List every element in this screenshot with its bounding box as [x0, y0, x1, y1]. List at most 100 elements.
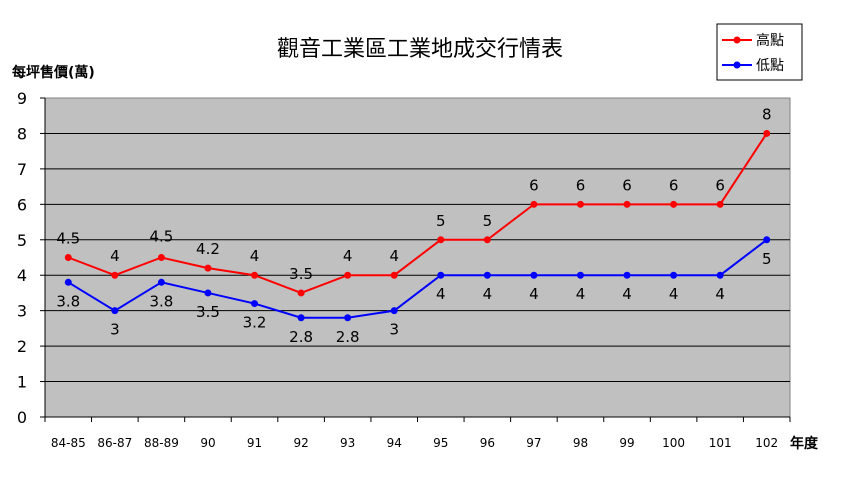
data-label: 3 — [110, 321, 120, 339]
x-tick-label: 102 — [755, 436, 778, 450]
x-tick-label: 93 — [340, 436, 355, 450]
data-label: 8 — [762, 105, 772, 123]
x-axis-label: 年度 — [790, 435, 819, 452]
data-label: 5 — [436, 212, 446, 230]
data-label: 3.5 — [289, 265, 313, 283]
data-point — [204, 264, 212, 272]
data-point — [111, 271, 119, 279]
data-point — [763, 236, 771, 244]
data-label: 4.5 — [56, 230, 80, 248]
data-label: 2.8 — [289, 328, 313, 346]
data-label: 4 — [715, 285, 725, 303]
data-point — [111, 307, 119, 315]
data-point — [437, 271, 445, 279]
x-tick-label: 98 — [573, 436, 588, 450]
x-tick-labels: 84-85 86-87 88-89 90 91 92 93 94 95 96 97 98 99 100 10… — [51, 436, 778, 450]
x-tick-label: 95 — [433, 436, 448, 450]
chart-title: 觀音工業區工業地成交行情表 — [277, 37, 563, 62]
y-tick-label: 2 — [17, 337, 27, 356]
legend: 高點 低點 — [716, 23, 803, 81]
x-tick-label: 101 — [709, 436, 732, 450]
data-label: 4 — [669, 285, 679, 303]
data-point — [251, 271, 259, 279]
data-label: 6 — [715, 176, 725, 194]
x-tick-label: 90 — [200, 436, 215, 450]
x-tick-label: 86-87 — [97, 436, 132, 450]
x-tick-label: 94 — [387, 436, 402, 450]
x-tick-label: 88-89 — [144, 436, 179, 450]
data-label: 4 — [110, 247, 120, 265]
legend-label-low: 低點 — [756, 58, 784, 74]
legend-box — [716, 23, 803, 81]
series-group: 4.5 4 4.5 4.2 4 3.5 4 4 5 5 6 6 6 6 6 8 3.8 3 3.8 3.5 3.2 2.8… — [56, 105, 771, 345]
data-point — [157, 254, 165, 261]
data-label: 4 — [436, 285, 446, 303]
y-tick-label: 4 — [17, 266, 27, 285]
x-tick-label: 97 — [526, 436, 541, 450]
data-label: 3.5 — [196, 303, 220, 321]
y-tick-label: 8 — [17, 124, 27, 143]
data-point — [716, 271, 724, 279]
y-axis-label: 每坪售價(萬) — [12, 64, 95, 81]
data-label: 6 — [622, 176, 632, 194]
data-point — [483, 236, 491, 244]
y-tick-label: 9 — [17, 89, 27, 108]
data-point — [623, 200, 631, 208]
data-point — [716, 200, 724, 208]
data-point — [670, 200, 678, 208]
data-point — [204, 289, 212, 297]
data-label: 5 — [762, 250, 772, 268]
data-label: 4.2 — [196, 240, 220, 258]
data-point — [623, 271, 631, 279]
data-label: 2.8 — [336, 328, 360, 346]
y-tick-label: 6 — [17, 195, 27, 214]
data-label: 6 — [669, 176, 679, 194]
data-label: 4 — [483, 285, 493, 303]
axes — [40, 97, 791, 422]
data-point — [64, 278, 72, 286]
series-line-high — [67, 132, 768, 295]
data-point — [530, 200, 538, 208]
data-point — [390, 271, 398, 279]
data-label: 3.8 — [56, 292, 80, 310]
data-point — [483, 271, 491, 279]
data-label: 6 — [576, 176, 586, 194]
data-point — [344, 314, 352, 322]
data-label: 4 — [389, 247, 399, 265]
data-label: 6 — [529, 176, 539, 194]
y-tick-labels: 0 1 2 3 4 5 6 7 8 9 — [17, 89, 27, 427]
data-label: 5 — [483, 212, 493, 230]
y-tick-label: 3 — [17, 302, 27, 321]
data-point — [297, 314, 305, 322]
x-tick-label: 92 — [293, 436, 308, 450]
data-label: 3 — [389, 321, 399, 339]
x-tick-label: 91 — [247, 436, 262, 450]
data-point — [64, 254, 72, 261]
y-tick-label: 1 — [17, 373, 27, 392]
data-label: 4 — [250, 247, 260, 265]
x-tick-label: 100 — [662, 436, 685, 450]
x-tick-label: 84-85 — [51, 436, 86, 450]
data-point — [157, 278, 165, 286]
legend-label-high: 高點 — [756, 32, 784, 49]
legend-marker-low — [733, 61, 741, 69]
data-point — [530, 271, 538, 279]
series-line-low — [67, 238, 768, 319]
data-label: 4 — [622, 285, 632, 303]
data-point — [344, 271, 352, 279]
y-tick-label: 0 — [17, 408, 27, 427]
data-point — [437, 236, 445, 244]
y-tick-label: 5 — [17, 231, 27, 250]
data-label: 4 — [529, 285, 539, 303]
x-tick-label: 99 — [619, 436, 634, 450]
data-label: 3.8 — [149, 292, 173, 310]
data-label: 4 — [343, 247, 353, 265]
data-point — [576, 271, 584, 279]
data-point — [251, 300, 259, 308]
data-point — [763, 129, 771, 137]
data-point — [670, 271, 678, 279]
legend-marker-high — [733, 36, 741, 44]
data-point — [390, 307, 398, 315]
data-label: 4 — [576, 285, 586, 303]
